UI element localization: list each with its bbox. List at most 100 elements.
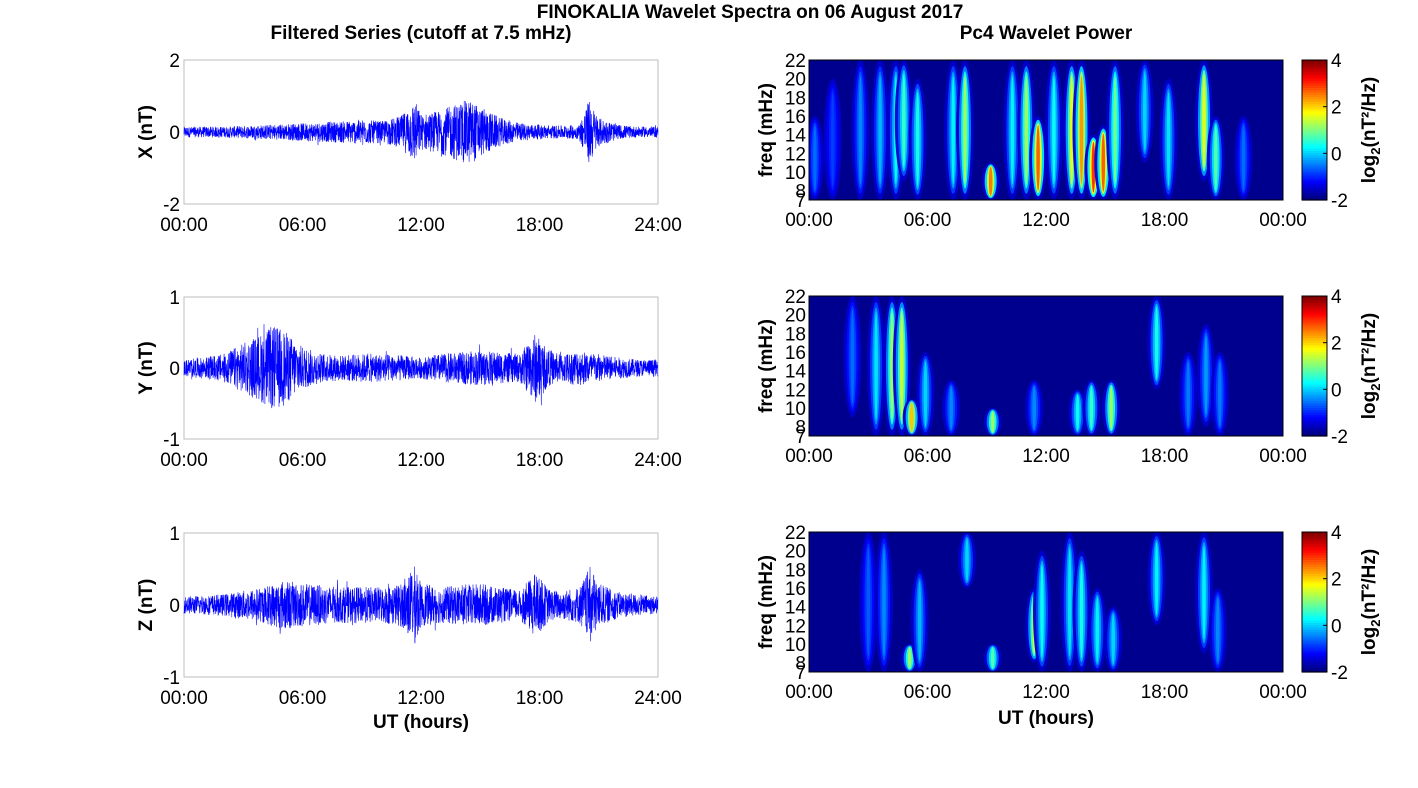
colorbar-step — [1302, 188, 1327, 192]
x-tick-label: 18:00 — [516, 688, 564, 709]
wavelet-burst — [1154, 306, 1159, 379]
colorbar-step — [1302, 162, 1327, 166]
x-axis-label: UT (hours) — [998, 708, 1094, 729]
wavelet-burst — [890, 311, 894, 421]
colorbar-step — [1302, 349, 1327, 353]
colorbar-step — [1302, 69, 1327, 73]
x-tick-label: 06:00 — [279, 688, 327, 709]
colorbar-step — [1302, 380, 1327, 383]
colorbar-step — [1302, 83, 1327, 87]
x-tick-label: 00:00 — [160, 450, 208, 471]
colorbar-step — [1302, 597, 1327, 601]
colorbar-step — [1302, 340, 1327, 344]
y-tick-label: 20 — [785, 542, 806, 563]
wavelet-burst — [1216, 597, 1220, 663]
x-axis-label: UT (hours) — [373, 712, 469, 733]
colorbar-step — [1302, 658, 1327, 661]
colorbar: 4 2 0 -2 log2(nT²/Hz) — [1301, 51, 1383, 212]
wavelet-burst — [951, 75, 955, 185]
colorbar-step — [1302, 345, 1327, 348]
x-tick-label: 12:00 — [1022, 446, 1070, 467]
colorbar-step — [1302, 324, 1327, 327]
y-tick-label: 8 — [795, 182, 806, 203]
x-tick-label: 00:00 — [160, 215, 208, 236]
colorbar-step — [1302, 120, 1327, 124]
colorbar-step — [1302, 574, 1327, 577]
colorbar-step — [1302, 167, 1327, 171]
wavelet-burst — [850, 309, 855, 404]
colorbar-step — [1302, 176, 1327, 180]
wavelet-burst — [1166, 92, 1171, 187]
y-tick-label: 16 — [785, 579, 806, 600]
colorbar-step — [1302, 321, 1327, 325]
colorbar-step — [1302, 581, 1327, 584]
colorbar-step — [1302, 370, 1327, 374]
colorbar-step — [1302, 543, 1327, 547]
colorbar-step — [1302, 588, 1327, 591]
y-tick-label: 20 — [785, 70, 806, 91]
colorbar-step — [1302, 169, 1327, 173]
x-tick-label: 12:00 — [397, 450, 445, 471]
colorbar-step — [1302, 408, 1327, 411]
colorbar-step — [1302, 627, 1327, 631]
y-axis-label: Z (nT) — [136, 579, 157, 632]
series-panel-3: 1 0 -100:00 06:00 12:00 18:00 24:00 Z (nT) UT (h… — [136, 524, 682, 733]
wavelet-burst — [1202, 73, 1206, 168]
wavelet-burst — [1010, 75, 1015, 185]
colorbar-step — [1302, 342, 1327, 346]
colorbar-step — [1302, 585, 1327, 589]
x-tick-label: 12:00 — [1022, 210, 1070, 231]
colorbar-tick-label: 2 — [1331, 570, 1342, 591]
y-tick-label: 14 — [785, 362, 807, 383]
colorbar-step — [1302, 595, 1327, 598]
colorbar-step — [1302, 312, 1327, 316]
colorbar-step — [1302, 415, 1327, 418]
colorbar-label: log2(nT²/Hz) — [1359, 313, 1383, 419]
colorbar-step — [1302, 317, 1327, 320]
colorbar-step — [1302, 195, 1327, 199]
x-tick-label: 18:00 — [1141, 446, 1189, 467]
y-tick-label: 20 — [785, 306, 806, 327]
colorbar-step — [1302, 412, 1327, 416]
x-tick-label: 06:00 — [279, 215, 327, 236]
colorbar-step — [1302, 137, 1327, 140]
colorbar-step — [1302, 539, 1327, 542]
y-tick-label: 0 — [169, 596, 180, 617]
colorbar-step — [1302, 641, 1327, 645]
colorbar-frame — [1301, 295, 1328, 437]
colorbar-step — [1302, 97, 1327, 101]
colorbar-step — [1302, 118, 1327, 122]
colorbar-step — [1302, 382, 1327, 386]
colorbar-step — [1302, 373, 1327, 376]
wavelet-burst — [1091, 142, 1096, 193]
wavelet-burst — [1186, 361, 1190, 427]
wavelet-burst — [1218, 361, 1222, 427]
wavelet-burst — [1079, 75, 1084, 185]
y-tick-label: 1 — [169, 524, 180, 545]
colorbar-tick-label: 4 — [1331, 523, 1342, 544]
colorbar-step — [1302, 426, 1327, 430]
colorbar-step — [1302, 405, 1327, 409]
series-panel-1: 2 0 -200:00 06:00 12:00 18:00 24:00 X (nT) — [136, 51, 682, 236]
wavelet-burst — [963, 75, 967, 185]
y-tick-label: -1 — [163, 430, 180, 451]
colorbar-step — [1302, 639, 1327, 643]
colorbar-step — [1302, 375, 1327, 379]
axes-frame — [808, 531, 1284, 673]
colorbar-step — [1302, 127, 1327, 131]
colorbar-step — [1302, 387, 1327, 390]
wavelet-burst — [917, 580, 922, 661]
y-tick-label: 12 — [785, 616, 806, 637]
colorbar-step — [1302, 583, 1327, 587]
y-tick-label: 0 — [169, 359, 180, 380]
y-tick-label: 10 — [785, 635, 806, 656]
colorbar-step — [1302, 630, 1327, 633]
colorbar-step — [1302, 534, 1327, 538]
x-tick-label: 12:00 — [397, 688, 445, 709]
colorbar-step — [1302, 310, 1327, 313]
colorbar-tick-label: 2 — [1331, 98, 1342, 119]
x-tick-label: 18:00 — [1141, 210, 1189, 231]
colorbar-step — [1302, 363, 1327, 367]
